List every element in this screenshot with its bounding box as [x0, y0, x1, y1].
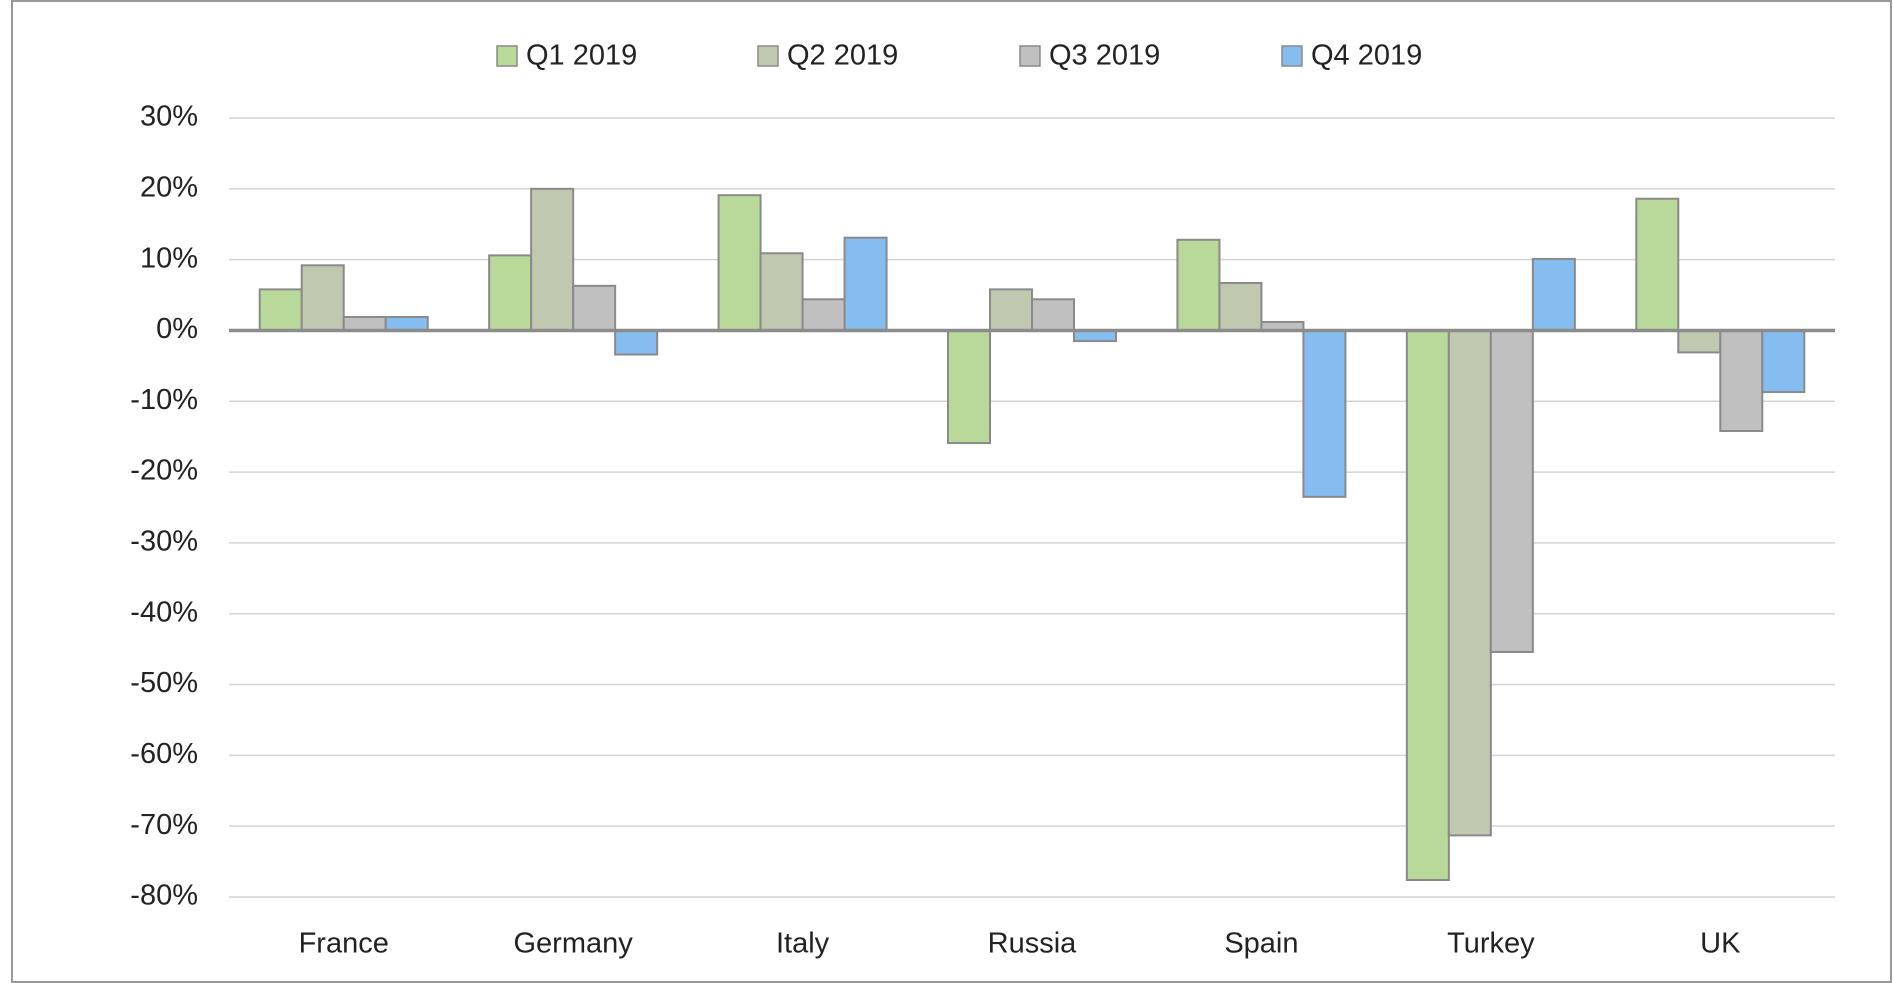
bar	[1447, 329, 1492, 837]
bar	[717, 194, 762, 332]
y-tick-label: 10%	[140, 242, 198, 274]
bar	[1635, 197, 1680, 332]
bar	[342, 315, 387, 332]
bar	[614, 329, 659, 356]
bar	[1405, 329, 1450, 882]
bar	[1719, 329, 1764, 433]
bar	[530, 187, 575, 332]
bar	[1677, 329, 1722, 354]
x-tick-label: Germany	[514, 928, 634, 960]
y-tick-label: -20%	[130, 455, 198, 487]
y-tick-label: 0%	[156, 313, 198, 345]
y-tick-label: -70%	[130, 809, 198, 841]
bar	[1489, 329, 1534, 653]
legend-swatch	[1281, 45, 1303, 67]
x-tick-label: France	[299, 928, 389, 960]
legend-label: Q1 2019	[526, 40, 637, 72]
legend-swatch	[1019, 45, 1041, 67]
y-tick-label: -80%	[130, 880, 198, 912]
x-tick-label: Spain	[1224, 928, 1298, 960]
bar	[384, 315, 429, 332]
x-tick-label: Turkey	[1447, 928, 1535, 960]
y-tick-label: -50%	[130, 667, 198, 699]
bar	[1176, 238, 1221, 332]
bar	[759, 252, 804, 332]
bar	[1531, 257, 1576, 332]
legend-label: Q3 2019	[1049, 40, 1160, 72]
bar	[801, 298, 846, 332]
bar	[258, 288, 303, 332]
x-tick-label: Russia	[988, 928, 1078, 960]
bar	[1031, 298, 1075, 332]
bar	[947, 329, 991, 445]
bar	[1302, 329, 1347, 498]
bar	[989, 288, 1033, 332]
legend-label: Q4 2019	[1311, 40, 1422, 72]
y-tick-label: -40%	[130, 596, 198, 628]
bar	[300, 264, 345, 332]
legend-swatch	[496, 45, 518, 67]
chart-frame	[11, 0, 1892, 983]
y-tick-label: 30%	[140, 101, 198, 133]
bar	[1218, 282, 1263, 332]
bar	[843, 236, 888, 332]
y-tick-label: -60%	[130, 738, 198, 770]
legend-swatch	[757, 45, 779, 67]
x-tick-label: Italy	[776, 928, 830, 960]
y-tick-label: -10%	[130, 384, 198, 416]
bar	[488, 254, 533, 332]
bar	[572, 284, 617, 332]
legend-label: Q2 2019	[787, 40, 898, 72]
x-tick-label: UK	[1700, 928, 1741, 960]
bar	[1761, 329, 1806, 394]
y-tick-label: 20%	[140, 171, 198, 203]
y-tick-label: -30%	[130, 526, 198, 558]
